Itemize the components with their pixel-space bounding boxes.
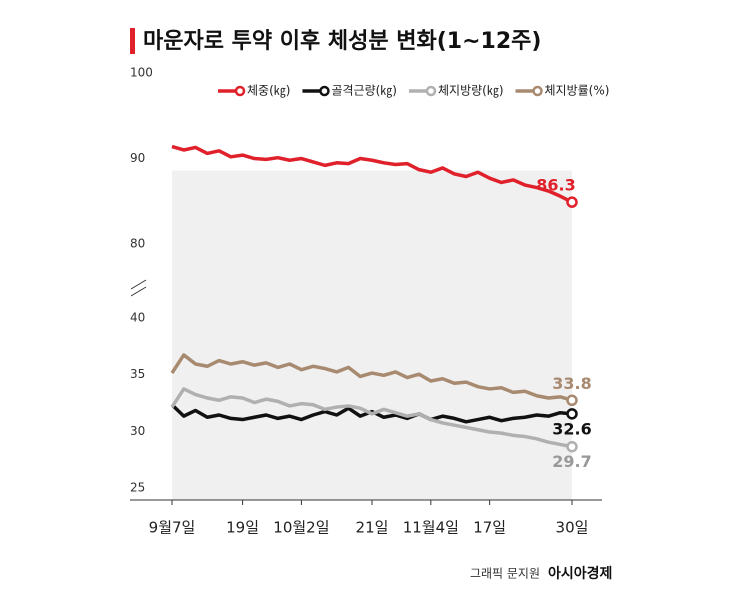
- legend-marker: [532, 85, 543, 97]
- legend-label: 체중(㎏): [247, 84, 290, 98]
- legend-marker: [234, 85, 246, 97]
- title-bar: [130, 28, 135, 54]
- legend-label: 체지방률(%): [545, 84, 610, 98]
- y-tick-label: 100: [130, 66, 153, 80]
- value-label: 33.8: [552, 374, 591, 393]
- line-series: [170, 387, 573, 449]
- x-tick-label: 9월7일: [149, 519, 196, 537]
- line-series: [170, 353, 573, 402]
- y-tick-label: 80: [130, 237, 145, 251]
- plot-background: [172, 170, 572, 500]
- y-tick-label: 90: [130, 151, 145, 165]
- y-tick-label: 35: [130, 367, 145, 381]
- legend-marker: [425, 85, 437, 97]
- x-tick-label: 11월4일: [403, 519, 459, 537]
- x-tick-label: 17일: [473, 519, 506, 537]
- end-marker: [566, 196, 578, 208]
- end-marker: [566, 394, 578, 407]
- end-marker: [566, 440, 578, 453]
- value-label: 32.6: [552, 419, 591, 438]
- legend-label: 체지방량(㎏): [438, 84, 504, 98]
- source: 아시아경제: [548, 565, 612, 582]
- x-tick-label: 21일: [356, 519, 389, 537]
- axis-break: [130, 279, 147, 297]
- line-series: [170, 403, 573, 424]
- y-tick-label: 30: [130, 424, 145, 438]
- value-label: 29.7: [552, 452, 591, 471]
- end-marker: [566, 408, 578, 420]
- x-tick-label: 19일: [226, 519, 259, 537]
- y-tick-label: 40: [130, 311, 145, 325]
- y-tick-label: 25: [130, 481, 145, 495]
- credit: 그래픽 문지원: [470, 567, 540, 581]
- x-tick-label: 30일: [556, 519, 589, 537]
- value-label: 86.3: [536, 176, 575, 195]
- legend-marker: [319, 85, 330, 97]
- line-series: [171, 144, 573, 204]
- legend-label: 골격근량(㎏): [331, 84, 397, 98]
- chart-title: 마운자로 투약 이후 체성분 변화(1~12주): [143, 29, 541, 54]
- x-tick-label: 10월2일: [273, 519, 329, 537]
